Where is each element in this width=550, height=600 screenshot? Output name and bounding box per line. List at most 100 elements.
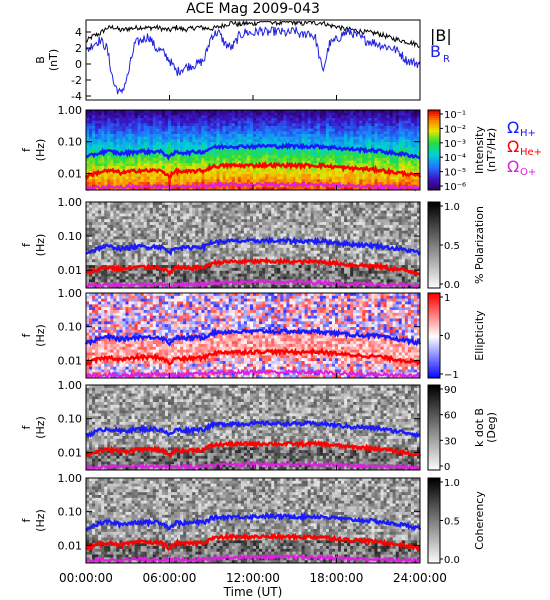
heatmap-cell xyxy=(231,160,236,164)
heatmap-cell xyxy=(256,160,260,164)
heatmap-cell xyxy=(86,219,90,223)
heatmap-cell xyxy=(246,155,251,159)
heatmap-cell xyxy=(110,273,114,277)
heatmap-cell xyxy=(246,150,251,154)
heatmap-cell xyxy=(383,120,387,124)
heatmap-cell xyxy=(243,256,248,260)
heatmap-cell xyxy=(158,227,163,232)
heatmap-cell xyxy=(259,110,263,114)
heatmap-cell xyxy=(89,182,93,186)
heatmap-cell xyxy=(338,139,342,143)
heatmap-cell xyxy=(283,123,287,127)
heatmap-cell xyxy=(86,236,90,240)
heatmap-cell xyxy=(122,118,126,122)
heatmap-cell xyxy=(277,166,281,170)
heatmap-cell xyxy=(158,163,163,167)
heatmap-cell xyxy=(134,134,139,138)
heatmap-cell xyxy=(137,126,142,130)
heatmap-cell xyxy=(383,123,387,127)
heatmap-cell xyxy=(137,112,142,116)
heatmap-cell xyxy=(107,253,111,257)
heatmap-cell xyxy=(146,285,151,289)
heatmap-cell xyxy=(213,276,217,280)
heatmap-cell xyxy=(149,230,154,234)
heatmap-cell xyxy=(262,118,266,122)
heatmap-cell xyxy=(119,142,123,146)
heatmap-cell xyxy=(310,152,315,156)
heatmap-cell xyxy=(286,171,290,175)
heatmap-cell xyxy=(283,142,287,146)
heatmap-cell xyxy=(404,171,409,175)
heatmap-cell xyxy=(316,158,321,162)
heatmap-cell xyxy=(210,267,214,272)
heatmap-cell xyxy=(274,110,278,114)
heatmap-cell xyxy=(237,123,242,127)
heatmap-cell xyxy=(201,166,205,170)
heatmap-cell xyxy=(183,147,187,151)
heatmap-cell xyxy=(259,179,263,183)
heatmap-cell xyxy=(213,123,217,127)
heatmap-cell xyxy=(222,171,227,175)
heatmap-cell xyxy=(177,276,181,280)
heatmap-cell xyxy=(237,216,242,220)
heatmap-cell xyxy=(353,118,357,122)
heatmap-cell xyxy=(295,118,299,122)
heatmap-cell xyxy=(189,270,193,275)
heatmap-cell xyxy=(353,110,357,114)
heatmap-cell xyxy=(307,176,312,180)
heatmap-cell xyxy=(98,142,102,146)
heatmap-cell xyxy=(374,147,378,151)
heatmap-cell xyxy=(180,110,184,114)
heatmap-cell xyxy=(161,230,166,234)
heatmap-cell xyxy=(219,247,224,252)
heatmap-cell xyxy=(371,120,375,124)
heatmap-cell xyxy=(365,131,369,135)
heatmap-cell xyxy=(262,150,266,154)
heatmap-cell xyxy=(92,118,96,122)
heatmap-cell xyxy=(401,139,406,143)
heatmap-cell xyxy=(386,134,391,138)
heatmap-cell xyxy=(249,112,254,116)
heatmap-cell xyxy=(347,179,351,183)
heatmap-cell xyxy=(377,112,381,116)
heatmap-cell xyxy=(128,222,132,226)
heatmap-cell xyxy=(146,227,151,232)
heatmap-cell xyxy=(140,233,145,237)
heatmap-cell xyxy=(416,115,421,119)
heatmap-cell xyxy=(313,179,318,183)
heatmap-cell xyxy=(186,213,190,217)
heatmap-cell xyxy=(249,155,254,159)
heatmap-cell xyxy=(140,123,145,127)
heatmap-cell xyxy=(122,131,126,135)
heatmap-cell xyxy=(122,245,126,249)
heatmap-cell xyxy=(204,110,208,114)
heatmap-cell xyxy=(295,120,299,124)
heatmap-cell xyxy=(246,210,251,214)
heatmap-cell xyxy=(183,118,187,122)
heatmap-cell xyxy=(149,155,154,159)
heatmap-cell xyxy=(231,176,236,180)
heatmap-cell xyxy=(201,250,205,254)
heatmap-cell xyxy=(334,160,339,164)
heatmap-cell xyxy=(362,134,366,138)
heatmap-cell xyxy=(189,207,193,211)
heatmap-cell xyxy=(253,110,257,114)
heatmap-cell xyxy=(155,216,160,220)
heatmap-cell xyxy=(243,242,248,246)
heatmap-cell xyxy=(213,168,217,172)
heatmap-cell xyxy=(189,187,193,191)
heatmap-cell xyxy=(331,163,336,167)
heatmap-cell xyxy=(192,182,196,186)
heatmap-cell xyxy=(398,110,403,114)
heatmap-cell xyxy=(174,131,178,135)
heatmap-cell xyxy=(186,210,190,214)
heatmap-cell xyxy=(192,128,196,132)
heatmap-cell xyxy=(92,204,96,209)
heatmap-cell xyxy=(334,176,339,180)
heatmap-cell xyxy=(262,174,266,178)
heatmap-cell xyxy=(180,158,184,162)
heatmap-cell xyxy=(262,131,266,135)
heatmap-cell xyxy=(177,213,181,217)
heatmap-cell xyxy=(201,216,205,220)
heatmap-cell xyxy=(131,126,135,130)
